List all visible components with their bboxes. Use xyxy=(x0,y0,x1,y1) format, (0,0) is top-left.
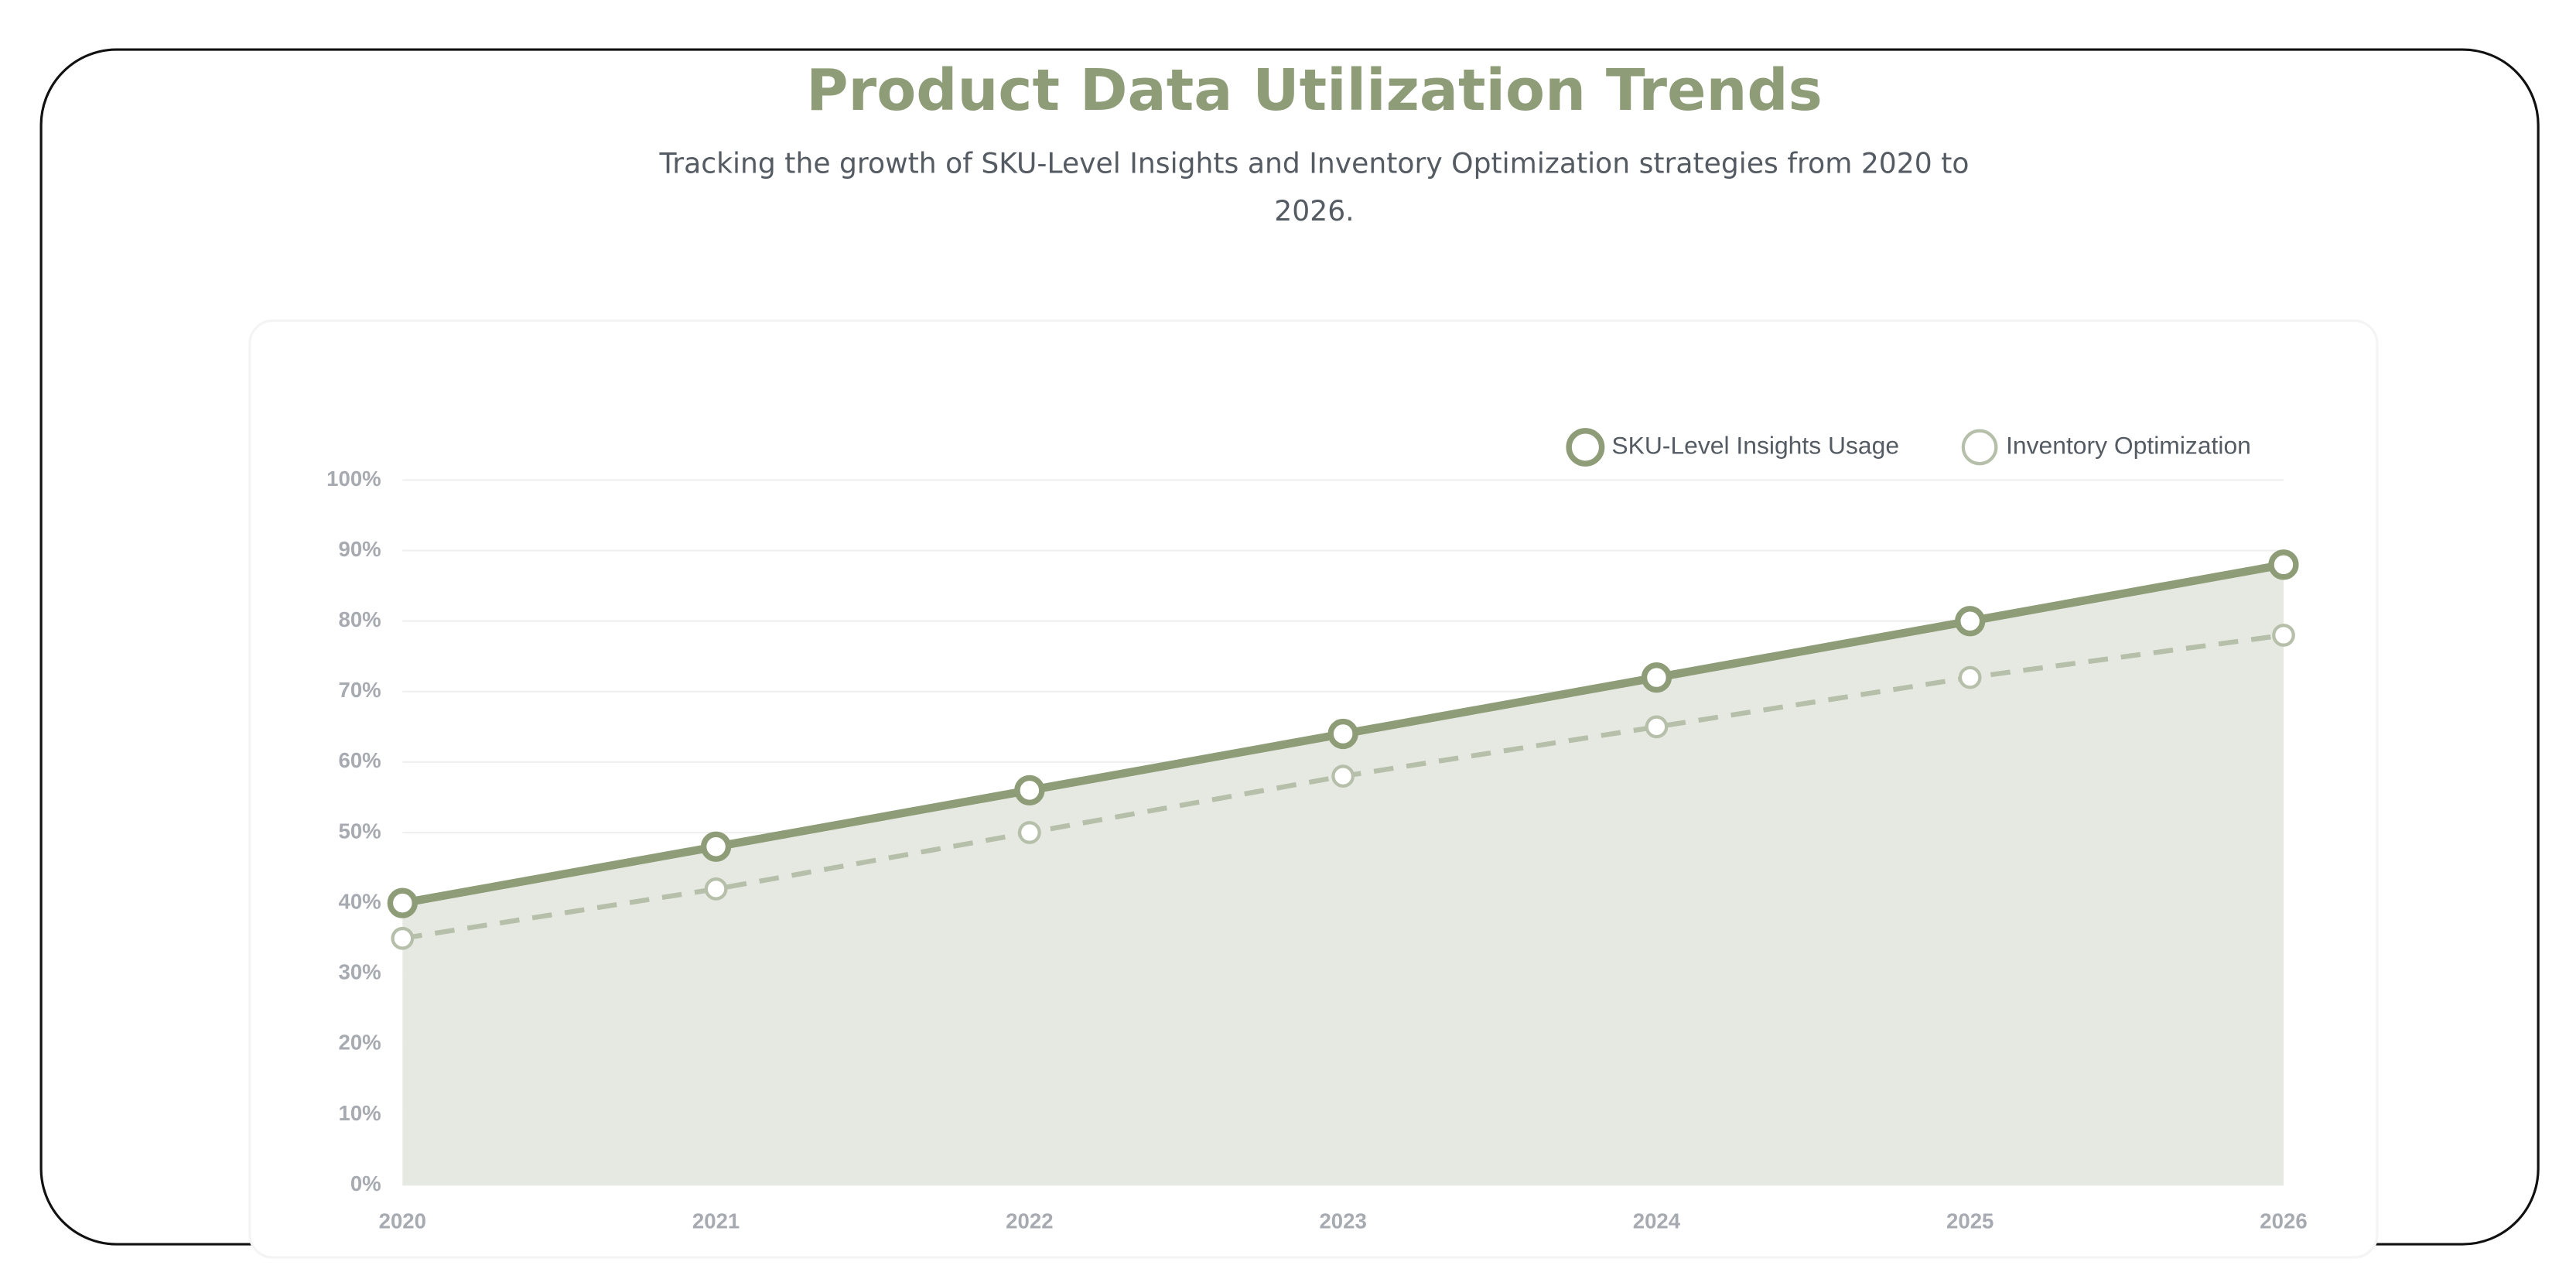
point xyxy=(1331,764,1355,788)
x-tick-label: 2025 xyxy=(1946,1209,1993,1233)
y-tick-label: 60% xyxy=(338,748,381,772)
point xyxy=(387,887,418,918)
y-tick-label: 10% xyxy=(338,1101,381,1125)
x-tick-label: 2020 xyxy=(379,1209,426,1233)
y-tick-label: 80% xyxy=(338,607,381,631)
plot: 0% 10% 20% 30% 40% 50% 60% 70% 80% 90% 100% 2020 202… xyxy=(326,428,2308,1233)
y-tick-label: 20% xyxy=(338,1031,381,1055)
y-tick-label: 50% xyxy=(338,819,381,843)
point xyxy=(1641,662,1672,693)
point xyxy=(1014,775,1045,806)
point xyxy=(1327,718,1358,750)
x-tick-label: 2026 xyxy=(2260,1209,2307,1233)
y-tick-label: 100% xyxy=(326,467,381,491)
chart-subtitle: Tracking the growth of SKU-Level Insight… xyxy=(659,148,1970,229)
y-tick-label: 90% xyxy=(338,537,381,561)
y-tick-label: 0% xyxy=(350,1171,381,1195)
point xyxy=(1958,665,1982,689)
chart-title: Product Data Utilization Trends xyxy=(806,56,1823,124)
point xyxy=(1018,821,1041,844)
point xyxy=(2272,624,2295,647)
point xyxy=(704,877,728,901)
point xyxy=(700,831,732,862)
subtitle-box: Tracking the growth of SKU-Level Insight… xyxy=(659,148,1970,229)
legend-label: SKU-Level Insights Usage xyxy=(1611,431,1899,459)
y-tick-label: 30% xyxy=(338,960,381,984)
legend-marker xyxy=(1961,429,1998,466)
x-tick-label: 2023 xyxy=(1319,1209,1366,1233)
x-tick-label: 2024 xyxy=(1633,1209,1681,1233)
y-tick-label: 70% xyxy=(338,678,381,702)
point xyxy=(2268,549,2299,580)
legend-marker xyxy=(1566,428,1605,467)
area xyxy=(402,564,2284,1185)
point xyxy=(1955,606,1986,637)
x-tick-label: 2021 xyxy=(692,1209,740,1233)
y-tick-label: 40% xyxy=(338,889,381,913)
legend-label: Inventory Optimization xyxy=(2006,431,2251,459)
point xyxy=(1645,715,1669,739)
x-tick-label: 2022 xyxy=(1006,1209,1053,1233)
point xyxy=(391,926,415,950)
